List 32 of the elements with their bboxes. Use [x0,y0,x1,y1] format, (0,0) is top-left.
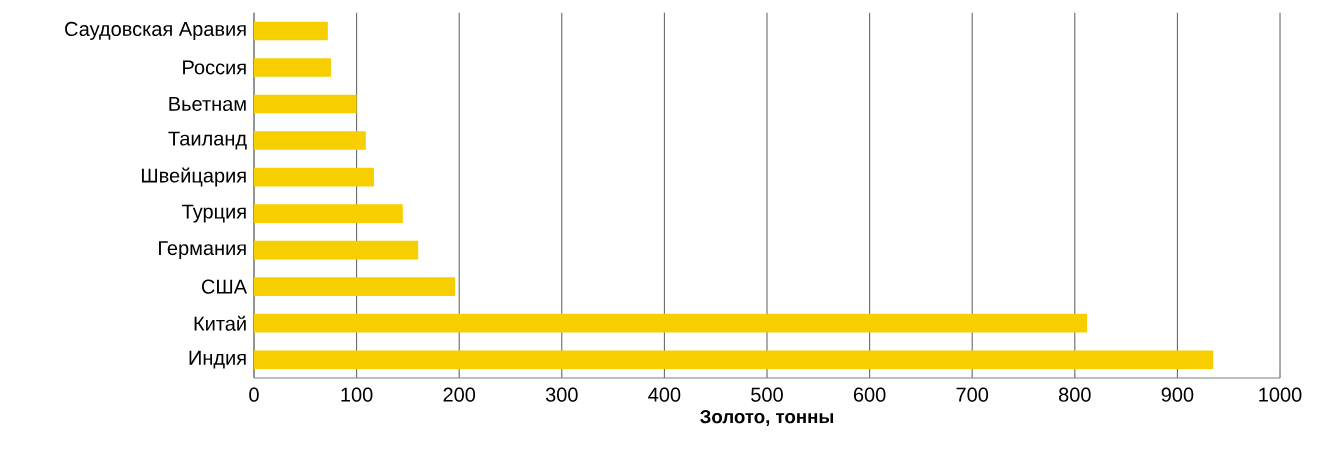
y-tick-label: Индия [189,350,246,369]
y-tick-label: Вьетнам [169,97,246,111]
x-axis-title: Золото, тонны [700,410,834,426]
x-tick-label: 100 [341,387,373,402]
x-tick-label: 200 [443,387,476,402]
x-tick-label: 300 [545,387,578,402]
y-tick-label: Китай [194,315,246,331]
x-tick-label: 800 [1059,387,1091,402]
y-tick-label: Таиланд [168,131,247,150]
bar [254,131,366,150]
x-tick-label: 900 [1161,387,1194,402]
bar [254,204,403,223]
x-tick-label: 500 [751,387,783,402]
bar [254,313,1088,333]
x-tick-label: 400 [648,387,681,402]
x-tick-label: 700 [956,387,989,402]
y-tick-label: Саудовская Аравия [65,21,246,40]
y-tick-label: Россия [183,60,246,75]
x-tick-label: 0 [249,387,259,402]
bar [254,277,456,297]
y-tick-label: Швейцария [141,167,246,187]
y-tick-label: Германия [159,241,246,260]
x-tick-label: 1000 [1259,387,1302,402]
bar [254,350,1214,370]
bar [254,167,375,187]
y-tick-label: Турция [182,204,246,223]
bar [254,240,419,260]
y-tick-label: США [201,279,248,294]
bar [254,58,331,77]
bar [254,94,357,114]
bar [254,21,328,41]
x-tick-label: 600 [853,387,886,402]
